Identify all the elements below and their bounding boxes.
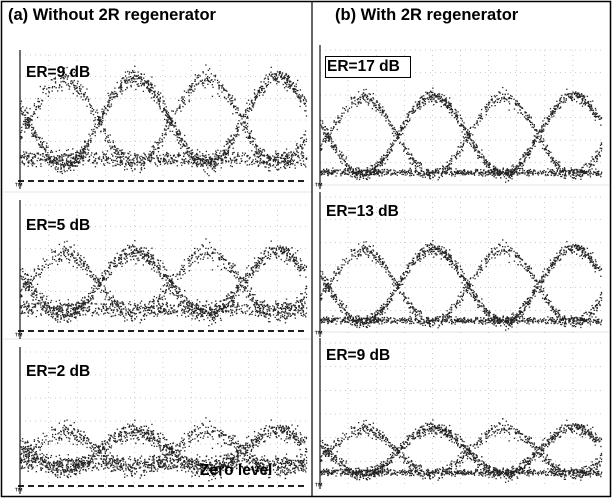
panel-a2-eye-traces [20, 238, 308, 327]
eye-panel-a1: ™ [14, 50, 308, 191]
panel-b3-er-label: ER=9 dB [326, 347, 391, 364]
panel-b3-eye-traces [320, 418, 603, 483]
panel-a2-er-label: ER=5 dB [26, 217, 91, 234]
panel-b1-axis-marker: ™ [314, 181, 323, 191]
panel-b2-grid [320, 196, 601, 333]
panel-b3-grid [320, 342, 601, 485]
panel-b2-axis-marker: ™ [314, 329, 323, 339]
panel-a3-eye-traces [20, 417, 308, 482]
zero-level-label: Zero level [200, 462, 273, 479]
eye-panel-b3: ™ [314, 338, 603, 491]
panel-a1-axis-marker: ™ [14, 181, 23, 191]
panel-b1-grid [320, 49, 601, 185]
panel-a3-axis-marker: ™ [14, 486, 23, 496]
right-column-title: (b) With 2R regenerator [335, 6, 519, 24]
panel-b1-eye-traces [320, 86, 603, 183]
panel-a1-er-label: ER=9 dB [26, 64, 91, 81]
eye-panel-b1: ™ [314, 45, 603, 191]
panel-b3-axis-marker: ™ [314, 481, 323, 491]
panel-b2-er-label: ER=13 dB [326, 203, 399, 220]
left-column-title: (a) Without 2R regenerator [8, 6, 216, 24]
panel-b2-eye-traces [320, 239, 603, 331]
panel-b1-er-label: ER=17 dB [325, 56, 411, 78]
eye-panel-b2: ™ [314, 192, 603, 339]
eye-panel-a3: ™ [14, 347, 308, 496]
panel-a2-axis-marker: ™ [14, 331, 23, 341]
eye-panel-a2: ™ [14, 200, 308, 341]
panel-a1-eye-traces [20, 64, 308, 177]
panel-a3-er-label: ER=2 dB [26, 363, 91, 380]
panel-a1-grid [20, 54, 306, 185]
